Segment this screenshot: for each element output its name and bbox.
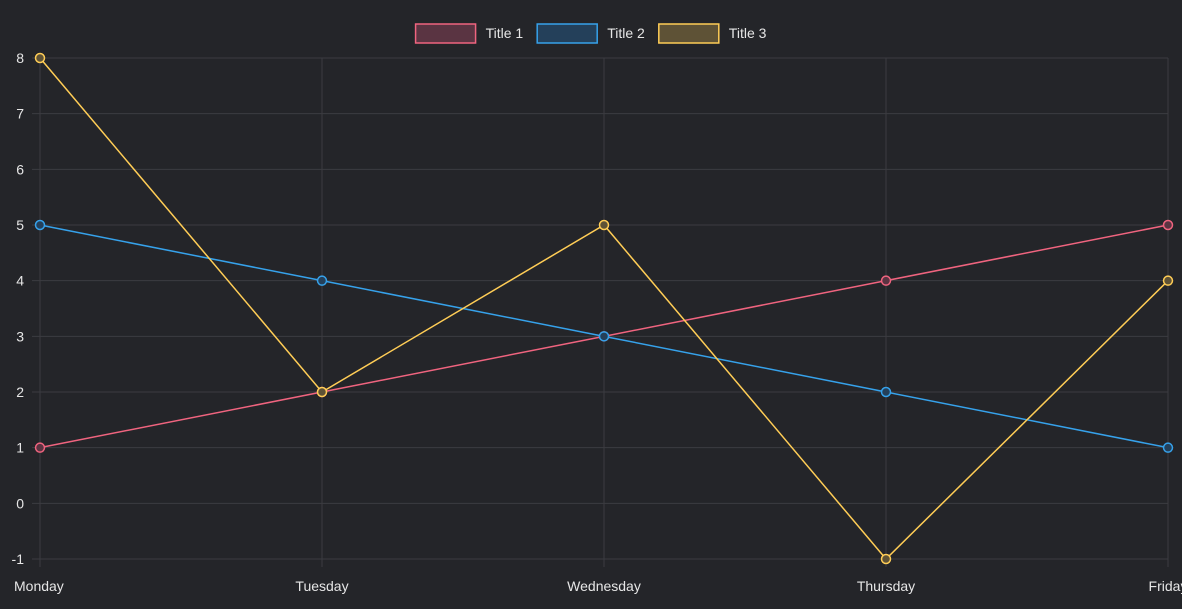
legend-item-2[interactable]: Title 2: [536, 23, 645, 44]
data-point[interactable]: [598, 331, 610, 342]
data-point[interactable]: [880, 553, 892, 565]
y-tick-label: 2: [16, 384, 24, 400]
x-tick-label: Wednesday: [567, 578, 641, 594]
legend-label: Title 2: [607, 25, 645, 41]
y-tick-label: 6: [16, 161, 24, 177]
grid-layer: [32, 57, 1169, 567]
y-tick-label: 3: [16, 328, 24, 344]
legend-swatch: [658, 23, 720, 44]
legend-label: Title 1: [486, 25, 524, 41]
series-2: [34, 219, 1174, 453]
y-tick-label: 4: [16, 273, 24, 289]
y-tick-label: 7: [16, 106, 24, 122]
x-tick-label: Thursday: [857, 578, 915, 594]
data-point[interactable]: [880, 275, 892, 286]
data-point[interactable]: [316, 386, 328, 398]
data-point[interactable]: [316, 275, 328, 286]
y-tick-label: 8: [16, 50, 24, 66]
legend-swatch: [414, 23, 477, 44]
legend-item-1[interactable]: Title 1: [414, 23, 524, 44]
y-tick-label: 5: [16, 217, 24, 233]
legend-label: Title 3: [729, 25, 767, 41]
series-layer: [34, 52, 1174, 565]
legend: Title 1 Title 2 Title 3: [414, 23, 767, 44]
data-point[interactable]: [1162, 219, 1174, 231]
data-point[interactable]: [34, 219, 46, 231]
data-point[interactable]: [880, 386, 892, 398]
x-tick-label: Monday: [14, 578, 64, 594]
x-tick-label: Friday: [1149, 578, 1182, 594]
x-tick-label: Tuesday: [295, 578, 348, 594]
axis-layer: -1 0 1 2 3 4 5 6 7 8 Monday Tuesday Wednesday Thursda…: [12, 50, 1182, 594]
y-tick-label: 0: [16, 495, 24, 511]
data-point[interactable]: [1162, 275, 1174, 286]
y-tick-label: 1: [16, 440, 24, 456]
series-3: [34, 52, 1174, 565]
data-point[interactable]: [34, 52, 46, 64]
y-tick-label: -1: [12, 551, 25, 567]
data-point[interactable]: [598, 219, 610, 231]
legend-item-3[interactable]: Title 3: [658, 23, 767, 44]
data-point[interactable]: [1162, 442, 1174, 453]
legend-swatch: [536, 23, 598, 44]
data-point[interactable]: [34, 442, 46, 453]
